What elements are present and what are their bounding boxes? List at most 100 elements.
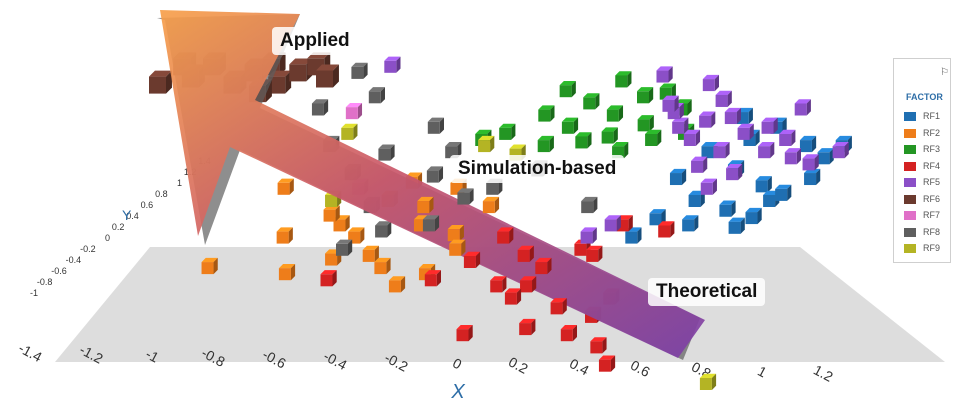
data-point-rf1[interactable]: [799, 135, 817, 153]
data-point-rf5[interactable]: [604, 215, 621, 232]
data-point-rf1[interactable]: [669, 168, 687, 186]
data-point-rf6[interactable]: [149, 70, 172, 94]
data-point-rf8[interactable]: [445, 142, 462, 159]
pin-icon[interactable]: ⚐: [940, 67, 949, 78]
data-point-rf2[interactable]: [447, 224, 464, 242]
data-point-rf4[interactable]: [519, 318, 536, 336]
data-point-rf4[interactable]: [586, 245, 603, 262]
data-point-rf3[interactable]: [561, 117, 579, 134]
data-point-rf1[interactable]: [688, 190, 705, 207]
data-point-rf4[interactable]: [590, 337, 607, 354]
data-point-rf8[interactable]: [457, 188, 474, 205]
data-point-rf1[interactable]: [682, 215, 699, 232]
legend-label: RF4: [923, 160, 941, 171]
data-point-rf2[interactable]: [348, 227, 365, 244]
data-point-rf5[interactable]: [726, 163, 743, 181]
data-point-rf8[interactable]: [581, 196, 598, 214]
data-point-rf4[interactable]: [550, 298, 567, 315]
data-point-rf8[interactable]: [426, 166, 444, 183]
data-point-rf8[interactable]: [351, 62, 368, 79]
data-point-rf1[interactable]: [728, 217, 745, 234]
data-point-rf3[interactable]: [559, 81, 576, 98]
data-point-rf5[interactable]: [779, 129, 796, 146]
data-point-rf1[interactable]: [775, 184, 792, 201]
data-point-rf2[interactable]: [362, 245, 379, 262]
data-point-rf8[interactable]: [422, 215, 440, 232]
data-point-rf5[interactable]: [724, 107, 741, 125]
data-point-rf3[interactable]: [606, 105, 624, 122]
data-point-rf4[interactable]: [560, 325, 577, 342]
data-point-rf5[interactable]: [802, 154, 819, 171]
data-point-rf4[interactable]: [456, 325, 473, 342]
data-point-rf9[interactable]: [699, 373, 717, 390]
data-point-rf3[interactable]: [499, 123, 516, 140]
data-point-rf4[interactable]: [320, 270, 337, 287]
data-point-rf4[interactable]: [463, 251, 481, 268]
data-point-rf5[interactable]: [662, 95, 679, 112]
data-point-rf1[interactable]: [817, 148, 834, 165]
data-point-rf4[interactable]: [497, 227, 514, 244]
y-tick-label: -0.8: [37, 277, 53, 287]
data-point-rf5[interactable]: [702, 74, 719, 92]
data-point-rf7[interactable]: [345, 102, 363, 120]
y-tick-label: 0.2: [112, 222, 125, 232]
data-point-rf3[interactable]: [645, 129, 662, 146]
data-point-rf5[interactable]: [580, 227, 597, 244]
data-point-rf1[interactable]: [649, 209, 666, 226]
data-point-rf6[interactable]: [316, 64, 339, 88]
data-point-rf2[interactable]: [201, 257, 218, 275]
data-point-rf2[interactable]: [323, 205, 340, 222]
data-point-rf4[interactable]: [424, 270, 441, 287]
data-point-rf5[interactable]: [784, 148, 801, 165]
data-point-rf8[interactable]: [336, 239, 353, 256]
data-point-rf9[interactable]: [341, 123, 358, 140]
data-point-rf5[interactable]: [699, 111, 716, 128]
data-point-rf5[interactable]: [713, 142, 730, 159]
data-point-rf1[interactable]: [719, 200, 736, 217]
data-point-rf3[interactable]: [637, 87, 654, 104]
data-point-rf8[interactable]: [375, 221, 392, 238]
data-point-rf5[interactable]: [758, 142, 775, 159]
data-point-rf4[interactable]: [517, 245, 534, 262]
data-point-rf5[interactable]: [832, 142, 849, 159]
data-point-rf5[interactable]: [691, 156, 708, 173]
data-point-rf4[interactable]: [658, 221, 675, 238]
data-point-rf5[interactable]: [384, 56, 401, 73]
data-point-rf2[interactable]: [417, 196, 434, 214]
data-point-rf5[interactable]: [683, 129, 701, 146]
data-point-rf5[interactable]: [794, 99, 811, 116]
data-point-rf1[interactable]: [755, 176, 772, 193]
data-point-rf8[interactable]: [368, 87, 385, 104]
data-point-rf5[interactable]: [700, 178, 717, 195]
data-point-rf1[interactable]: [804, 168, 821, 186]
data-point-rf3[interactable]: [583, 93, 600, 110]
data-point-rf8[interactable]: [427, 117, 444, 134]
data-point-rf2[interactable]: [374, 257, 391, 275]
data-point-rf3[interactable]: [538, 105, 555, 122]
data-point-rf2[interactable]: [278, 264, 296, 281]
data-point-rf3[interactable]: [601, 127, 618, 144]
data-point-rf2[interactable]: [388, 276, 406, 293]
data-point-rf1[interactable]: [745, 207, 762, 225]
data-point-rf5[interactable]: [672, 117, 689, 134]
data-point-rf4[interactable]: [504, 288, 522, 305]
data-point-rf3[interactable]: [637, 115, 654, 132]
data-point-rf5[interactable]: [715, 90, 732, 107]
data-point-rf2[interactable]: [482, 196, 500, 214]
data-point-rf4[interactable]: [520, 276, 537, 293]
data-point-rf4[interactable]: [535, 257, 552, 275]
data-point-rf8[interactable]: [311, 99, 329, 116]
data-point-rf5[interactable]: [656, 66, 673, 83]
data-point-rf8[interactable]: [378, 144, 395, 161]
data-point-rf2[interactable]: [449, 239, 466, 256]
data-point-rf4[interactable]: [598, 355, 616, 372]
data-point-rf3[interactable]: [575, 132, 592, 149]
data-point-rf5[interactable]: [761, 117, 778, 134]
data-point-rf3[interactable]: [537, 135, 554, 153]
data-point-rf3[interactable]: [615, 71, 632, 88]
data-point-rf4[interactable]: [490, 276, 507, 293]
data-point-rf2[interactable]: [277, 178, 294, 195]
data-point-rf5[interactable]: [737, 123, 754, 140]
data-point-rf9[interactable]: [478, 135, 495, 153]
data-point-rf2[interactable]: [276, 227, 293, 244]
